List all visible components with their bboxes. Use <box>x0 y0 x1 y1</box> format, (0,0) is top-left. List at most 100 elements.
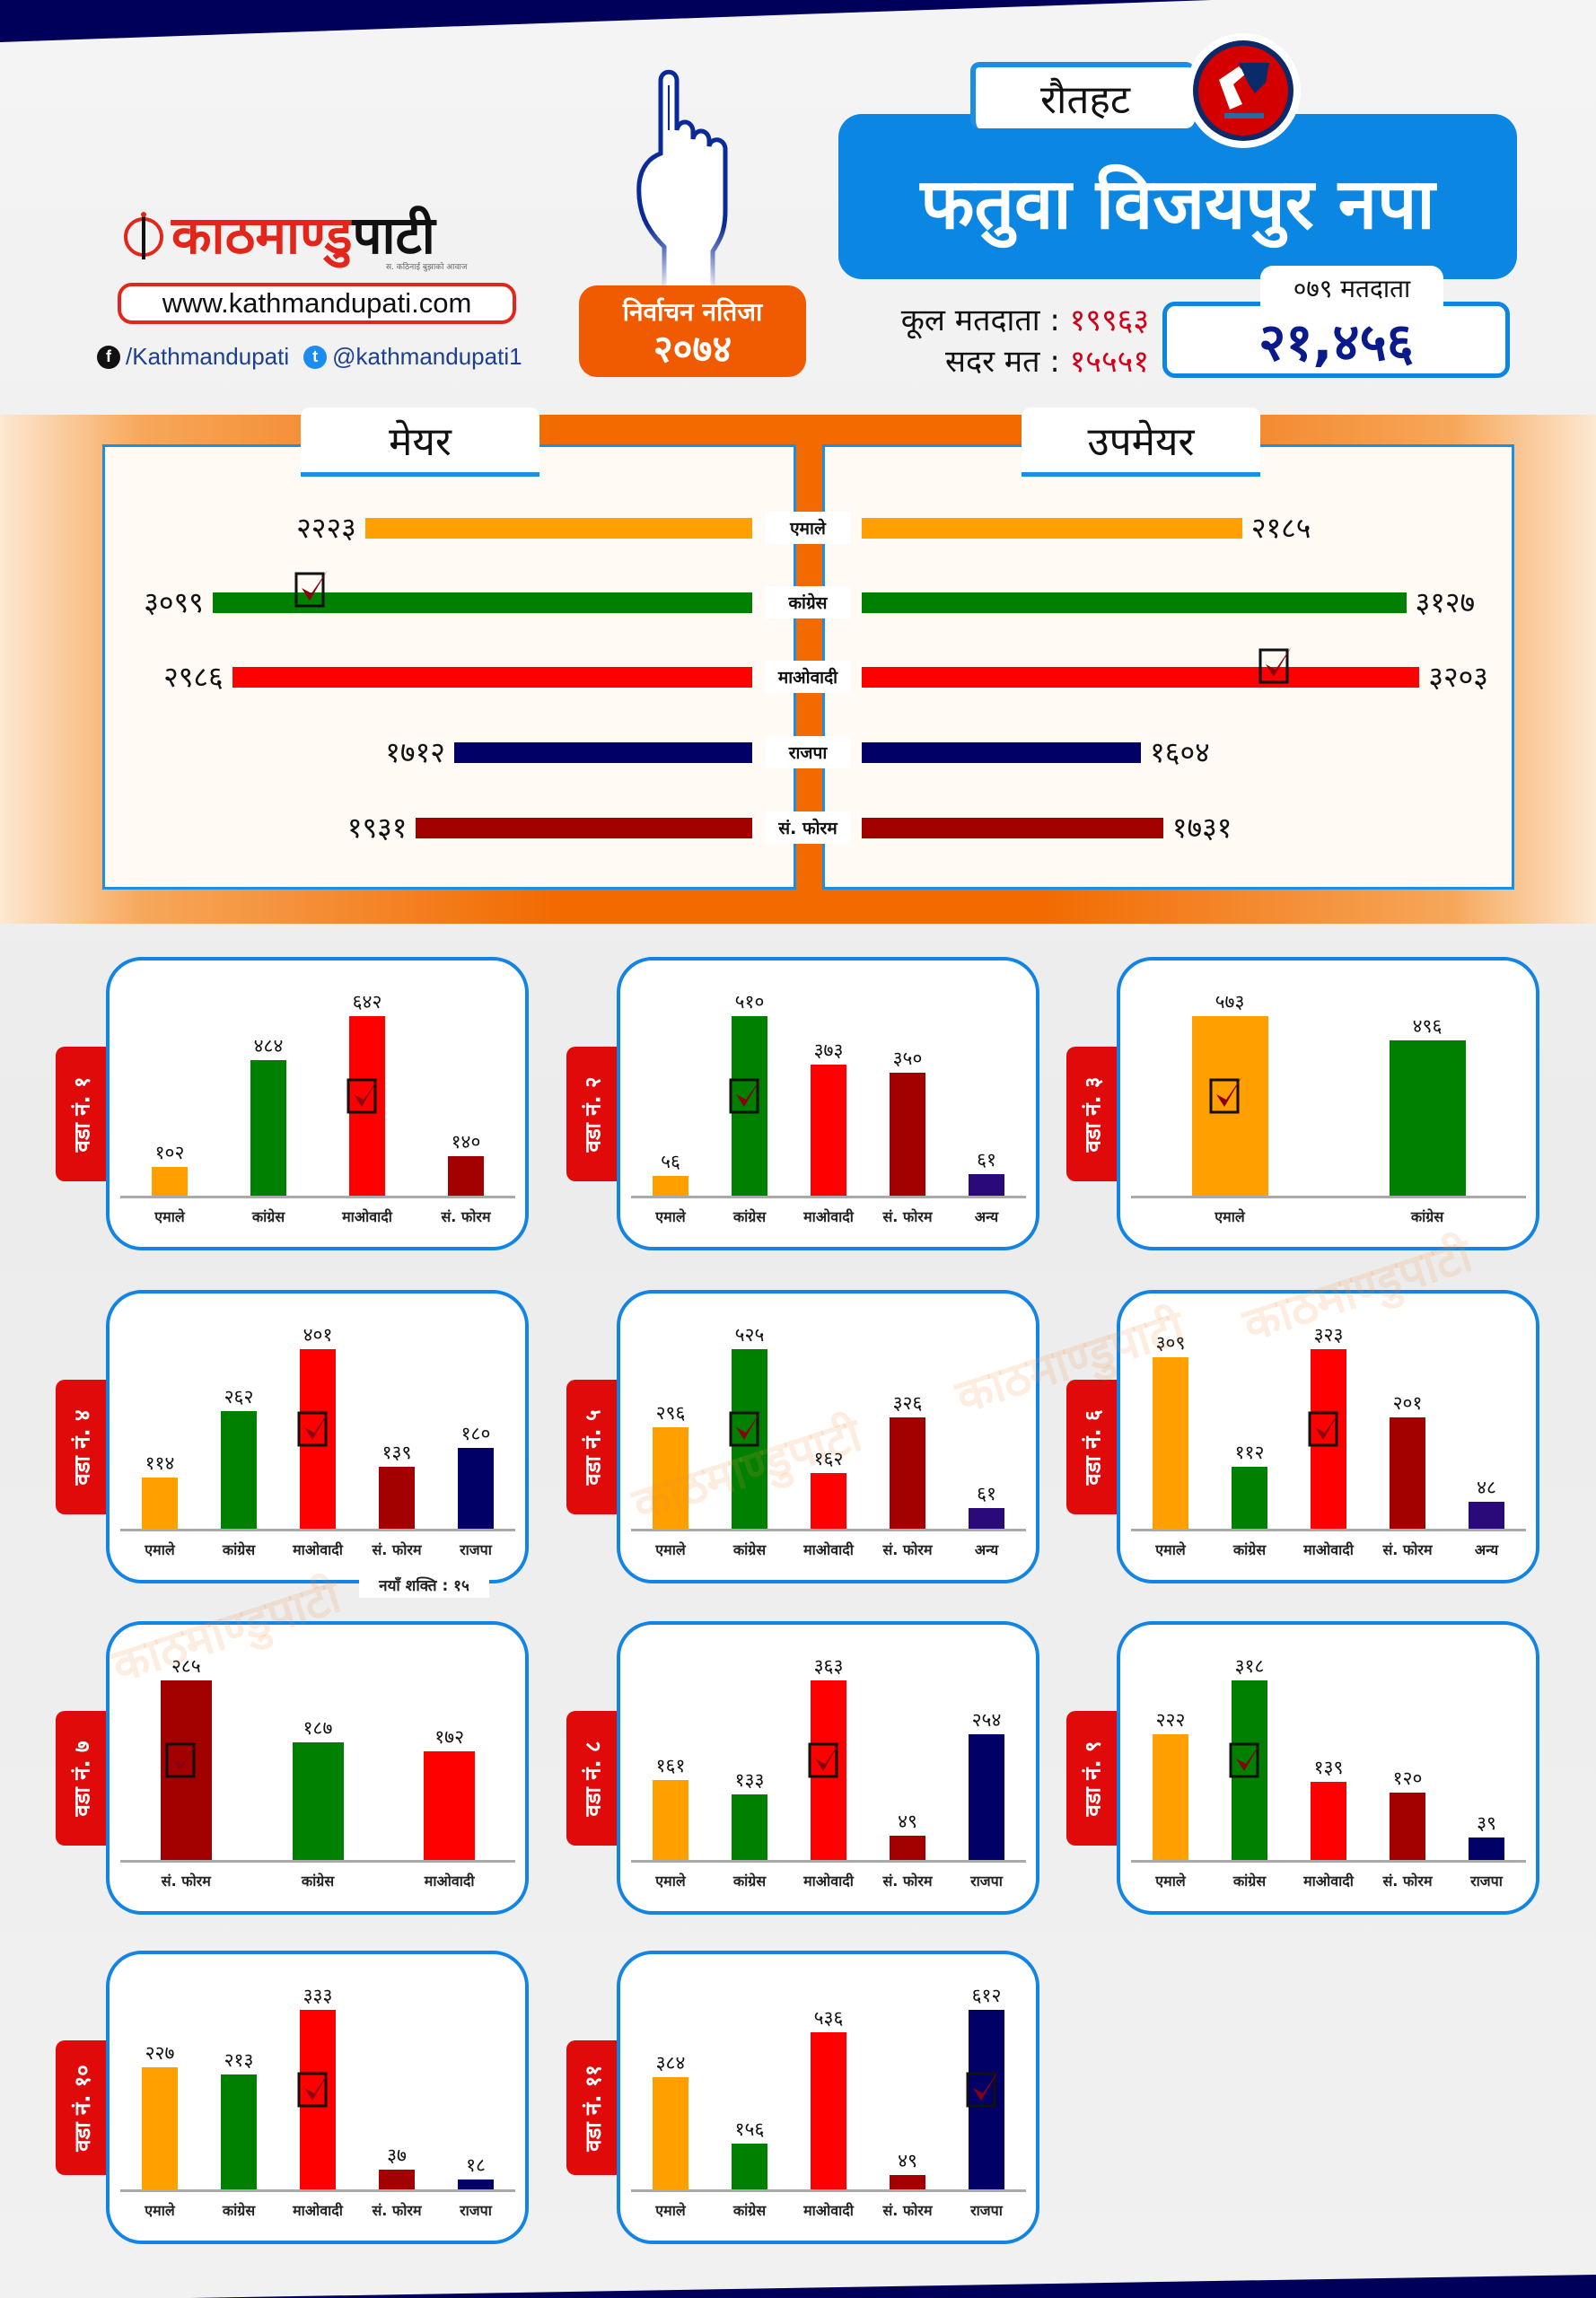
ward-party-label: माओवादी <box>1303 1873 1354 1890</box>
ward-card: २२७ एमाले २१३ कांग्रेस ३३३ माओवादी ३७ सं. फोरम १… <box>106 1951 529 2244</box>
ward-label-tab: वडा नं. ७ <box>56 1711 108 1846</box>
ward-party-label: एमाले <box>1215 1208 1245 1225</box>
ward-card: ११४ एमाले २६२ कांग्रेस ४०१ माओवादी १३९ सं. फोरम… <box>106 1290 529 1583</box>
party-label: कांग्रेस <box>765 586 851 618</box>
ward-party-label: माओवादी <box>803 1208 854 1225</box>
voter-stats: कूल मतदाता : १९९६३ सदर मत : १५५५१ <box>826 300 1149 382</box>
ward-bar <box>653 1176 688 1196</box>
ward-bar-value: ३३३ <box>303 1985 333 2006</box>
chart-baseline <box>631 2189 1026 2192</box>
ward-party-label: कांग्रेस <box>1410 1208 1444 1225</box>
result-title: निर्वाचन नतिजा <box>622 297 763 327</box>
ward-party-label: सं. फोरम <box>882 2202 933 2219</box>
party-label: एमाले <box>765 512 851 544</box>
party-label: सं. फोरम <box>765 811 851 844</box>
ward-bar <box>221 2074 257 2189</box>
ward-bar <box>1232 1466 1267 1529</box>
ward-bar <box>732 1794 767 1860</box>
ward-label: वडा नं. २ <box>580 1075 606 1153</box>
total-voters-row: कूल मतदाता : १९९६३ <box>826 300 1149 341</box>
website-link[interactable]: www.kathmandupati.com <box>118 283 516 324</box>
mayor-heading: मेयर <box>301 408 539 477</box>
mayor-value: ३०९९ <box>144 585 204 619</box>
ward-party-label: माओवादी <box>293 2202 343 2219</box>
ward-bar-value: २०१ <box>1392 1391 1423 1414</box>
bottom-navy-band <box>190 2275 1596 2298</box>
ward-party-label: कांग्रेस <box>1232 1873 1267 1890</box>
ward-label: वडा नं. ५ <box>580 1408 606 1486</box>
ward-bar <box>349 1016 385 1196</box>
brand-logo: काठमाण्डु पाटी <box>121 199 498 271</box>
ward-bar-value: ५३६ <box>813 2006 844 2029</box>
ward-bar <box>142 2066 178 2189</box>
chart-baseline <box>120 2189 515 2192</box>
ward-bar-value: ६१२ <box>971 1985 1002 2006</box>
ward-bar <box>142 1478 178 1529</box>
election-result-badge: निर्वाचन नतिजा २०७४ <box>579 285 806 377</box>
mayor-value: २२२३ <box>296 511 356 545</box>
ward-party-label: कांग्रेस <box>301 1873 335 1890</box>
ward-party-label: सं. फोरम <box>441 1208 491 1225</box>
ward-party-label: कांग्रेस <box>732 1541 767 1558</box>
winner-check-icon <box>294 568 331 608</box>
result-year: २०७४ <box>653 327 732 371</box>
ward-bar-value: ६१ <box>977 1149 996 1171</box>
ward-label: वडा नं. ७ <box>69 1740 95 1817</box>
ward-bar <box>811 1473 846 1529</box>
ward-bar <box>1469 1502 1504 1529</box>
winner-check-icon <box>1307 1408 1345 1447</box>
top-navy-band <box>0 0 1212 42</box>
ward-label-tab: वडा नं. ४ <box>56 1380 108 1514</box>
ward-party-label: कांग्रेस <box>732 1208 767 1225</box>
ward-party-label: कांग्रेस <box>732 2202 767 2219</box>
winner-check-icon <box>807 1739 845 1778</box>
ward-bar <box>890 1836 925 1860</box>
ward-label-tab: वडा नं. १० <box>56 2040 108 2175</box>
ward-party-label: अन्य <box>974 1208 999 1225</box>
mayor-bar <box>453 742 752 763</box>
ward-label-tab: वडा नं. ११ <box>566 2040 618 2175</box>
ward-bar <box>1389 1039 1466 1196</box>
ward-bar <box>458 1448 494 1529</box>
ward-bar-value: ११४ <box>145 1452 175 1475</box>
chart-baseline <box>631 1529 1026 1531</box>
ward-bar <box>300 1349 336 1529</box>
ward-bar-value: ५७३ <box>1215 991 1245 1013</box>
ward-bar-value: १३९ <box>381 1441 412 1463</box>
ward-label-tab: वडा नं. ८ <box>566 1711 618 1846</box>
ward-bar <box>1232 1680 1267 1860</box>
brand-name-black: पाटी <box>352 205 435 266</box>
deputy-value: १६०४ <box>1150 735 1210 769</box>
ward-bar-value: ३७ <box>387 2144 407 2166</box>
mayor-bar <box>212 592 752 613</box>
deputy-value: ३२०३ <box>1428 660 1488 694</box>
ward-party-label: माओवादी <box>1303 1541 1354 1558</box>
ward-bar-value: २८५ <box>171 1655 201 1677</box>
ward-bar <box>424 1751 476 1860</box>
twitter-link[interactable]: @kathmandupati1 <box>332 343 522 370</box>
winner-check-icon <box>164 1739 202 1778</box>
ward-party-label: सं. फोरम <box>1382 1541 1433 1558</box>
ward-party-label: सं. फोरम <box>882 1541 933 1558</box>
valid-votes-label: सदर मत : <box>945 344 1060 380</box>
ward-party-label: माओवादी <box>803 1873 854 1890</box>
ward-party-label: राजपा <box>970 2202 1003 2219</box>
ward-bar-value: ३२३ <box>1313 1324 1344 1346</box>
ward-bar-value: २६२ <box>224 1386 254 1408</box>
ward-party-label: एमाले <box>145 1541 175 1558</box>
social-links: f /Kathmandupati t @kathmandupati1 <box>97 343 522 371</box>
ward4-extra-note: नयाँ शक्ति : १५ <box>359 1571 489 1598</box>
mayor-value: २९८६ <box>163 660 224 694</box>
ward-bar-value: ३८४ <box>655 2051 686 2074</box>
ward-bar <box>811 1064 846 1196</box>
ward-bar-value: १६१ <box>655 1755 686 1777</box>
winner-check-icon <box>728 1408 766 1447</box>
ward-label-tab: वडा नं. ५ <box>566 1380 618 1514</box>
ward-bar <box>448 1156 484 1196</box>
facebook-link[interactable]: /Kathmandupati <box>126 343 290 370</box>
ward-bar-value: १६२ <box>813 1448 844 1470</box>
ward-bar <box>1311 1781 1346 1860</box>
party-label: राजपा <box>765 736 851 768</box>
